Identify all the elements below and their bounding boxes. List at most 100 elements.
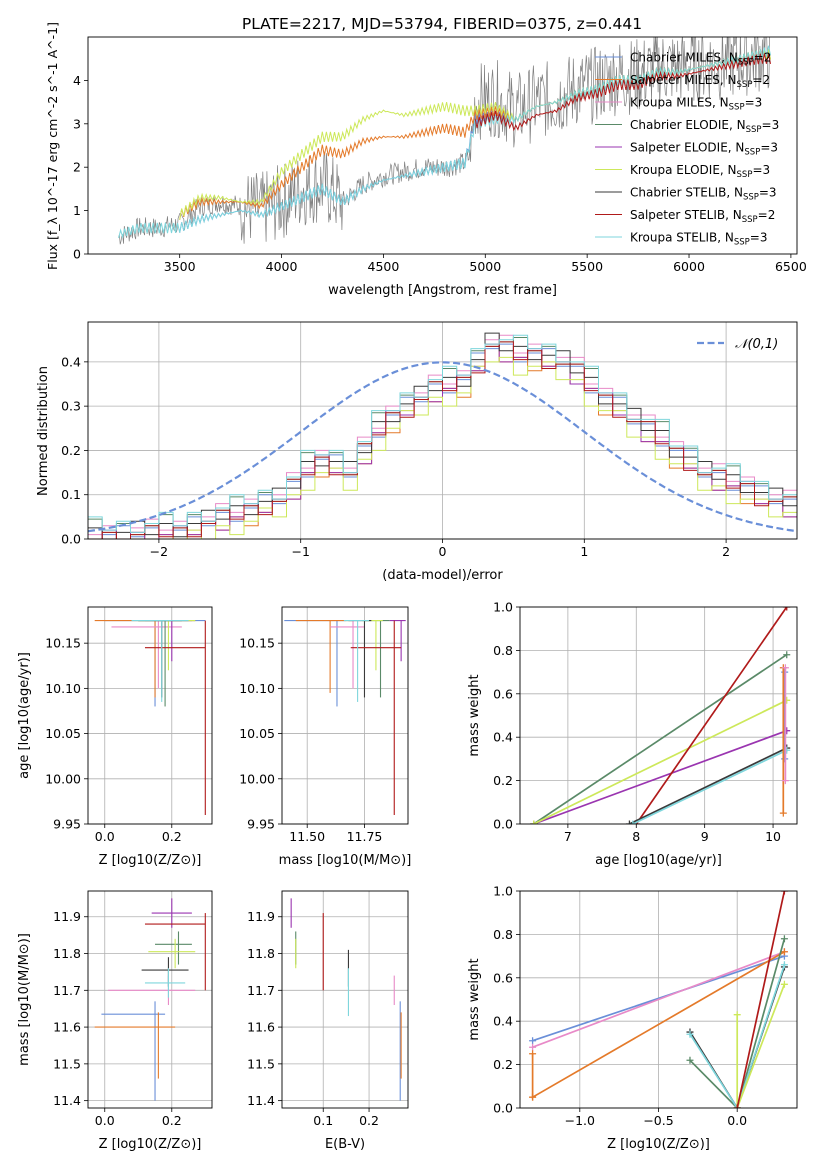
legend-label: Salpeter ELODIE, NSSP=3: [630, 141, 778, 158]
y-axis-label: Flux [f_λ 10^-17 erg cm^-2 s^-1 A^-1]: [45, 22, 60, 270]
x-tick-label: 4000: [266, 259, 298, 274]
x-axis-label: Z [log10(Z/Z⊙)]: [99, 1137, 202, 1152]
x-tick-label: 6000: [673, 259, 705, 274]
plot-area-weight_vs_Z: [529, 891, 788, 1108]
axes-frame: [281, 606, 409, 825]
weight-marker-kroupa-elodie: [780, 980, 788, 988]
y-tick-label: 0.4: [61, 354, 81, 369]
x-tick-label: 7: [564, 829, 572, 844]
legend-label: Chabrier MILES, NSSP=2: [630, 51, 771, 68]
y-tick-label: 0.3: [61, 399, 81, 414]
legend-label: Salpeter STELIB, NSSP=2: [630, 208, 775, 225]
plot-area-age_vs_Z: [94, 620, 206, 815]
plot-area-mass_vs_Z: [94, 898, 206, 1101]
y-tick-label: 0.2: [493, 1057, 513, 1072]
x-tick-label: −0.5: [643, 1113, 673, 1128]
y-tick-label: 0.8: [493, 643, 513, 658]
y-tick-label: 4: [73, 73, 81, 88]
x-tick-label: 2: [722, 544, 730, 559]
y-axis-label: mass [log10(M/M⊙)]: [17, 933, 32, 1066]
legend-label: Chabrier STELIB, NSSP=3: [630, 186, 777, 203]
plot-area-weight_vs_age: [530, 607, 791, 824]
y-tick-label: 10.10: [239, 681, 275, 696]
weight-marker-kroupa-miles: [781, 777, 789, 785]
panel-mass_vs_Z: 0.0 0.2 11.4 11.5 11.6 11.7 11.8 11.9 Z [log10(Z…: [17, 890, 213, 1152]
x-tick-label: 3500: [164, 259, 196, 274]
panel-weight_vs_age: 7 8 9 10 0.0 0.2 0.4 0.6 0.8 1.0 age [log10(age/yr…: [467, 600, 798, 868]
x-axis-label: age [log10(age/yr)]: [595, 853, 722, 868]
x-axis-label: mass [log10(M/M⊙)]: [279, 853, 412, 868]
panel-spectrum: 3500 4000 4500 5000 5500 6000 6500 0 1 2 3 4 wavelen…: [45, 22, 807, 298]
weight-marker-salpeter-stelib: [783, 607, 791, 611]
y-tick-label: 0.6: [493, 686, 513, 701]
weight-marker-salpeter-stelib: [780, 891, 788, 895]
x-tick-label: 0.2: [162, 1113, 182, 1128]
y-tick-label: 10.15: [45, 636, 81, 651]
y-tick-label: 9.95: [247, 817, 275, 832]
y-tick-label: 0.6: [493, 970, 513, 985]
panel-mass_vs_ebv: 0.1 0.2 11.4 11.5 11.6 11.7 11.8 11.9 E(B-V): [247, 890, 409, 1152]
weight-line-chabrier-elodie: [689, 938, 786, 1108]
y-tick-label: 9.95: [53, 817, 81, 832]
x-tick-label: 0.2: [162, 829, 182, 844]
weight-marker-salpeter-miles: [529, 1093, 537, 1101]
y-tick-label: 0.0: [493, 1101, 513, 1116]
weight-line-kroupa-miles: [532, 951, 785, 1048]
weight-marker-kroupa-elodie: [733, 1011, 741, 1019]
weight-line-chabrier-miles: [532, 955, 785, 1042]
x-tick-label: 0.2: [359, 1113, 379, 1128]
y-tick-label: 11.9: [53, 909, 81, 924]
legend-label: Kroupa ELODIE, NSSP=3: [630, 163, 770, 180]
y-axis-label: mass weight: [467, 674, 482, 756]
x-tick-label: −1: [291, 544, 309, 559]
weight-marker-chabrier-stelib: [625, 820, 633, 824]
x-tick-label: 9: [701, 829, 709, 844]
axes-frame: [519, 890, 798, 1109]
x-axis-label: Z [log10(Z/Z⊙)]: [607, 1137, 710, 1152]
hist-kroupa-stelib: [88, 334, 797, 533]
x-tick-label: 1: [580, 544, 588, 559]
y-tick-label: 11.9: [247, 909, 275, 924]
y-tick-label: 10.05: [239, 726, 275, 741]
y-tick-label: 0.4: [493, 1014, 513, 1029]
legend: Chabrier MILES, NSSP=2 Salpeter MILES, NS…: [595, 51, 779, 248]
y-tick-label: 0.1: [61, 487, 81, 502]
weight-line-kroupa-elodie: [736, 983, 786, 1108]
axes-frame: [87, 606, 213, 825]
x-tick-label: 5500: [571, 259, 603, 274]
y-tick-label: 2: [73, 160, 81, 175]
weight-marker-kroupa-stelib: [686, 1030, 694, 1038]
y-tick-label: 11.6: [247, 1020, 275, 1035]
y-tick-label: 11.7: [53, 983, 81, 998]
x-tick-label: 0.0: [727, 1113, 747, 1128]
plot-area-spectrum: [118, 37, 771, 245]
weight-line-chabrier-elodie: [533, 653, 788, 824]
y-tick-label: 11.4: [53, 1093, 81, 1108]
y-axis-label: Normed distribution: [36, 366, 51, 496]
panel-weight_vs_Z: −1.0 −0.5 0.0 0.0 0.2 0.4 0.6 0.8 1.0 Z [log10(Z/…: [467, 884, 798, 1152]
legend-label: Kroupa STELIB, NSSP=3: [630, 231, 768, 248]
x-tick-label: 0: [439, 544, 447, 559]
weight-line-kroupa-elodie: [533, 699, 788, 824]
weight-marker-salpeter-miles: [779, 809, 787, 817]
y-tick-label: 0.0: [493, 817, 513, 832]
weight-marker-salpeter-miles: [780, 948, 788, 956]
y-tick-label: 1: [73, 203, 81, 218]
panel-age_vs_Z: 0.0 0.2 9.95 10.00 10.05 10.10 10.15 Z [log10(Z…: [17, 606, 213, 868]
y-tick-label: 10.00: [45, 771, 81, 786]
axes-frame: [87, 890, 213, 1109]
x-tick-label: −1.0: [565, 1113, 595, 1128]
weight-marker-chabrier-elodie: [780, 935, 788, 943]
axes-frame: [519, 606, 798, 825]
hist-salpeter-stelib: [88, 341, 797, 539]
x-tick-label: 11.75: [347, 829, 383, 844]
x-tick-label: 0.0: [95, 829, 115, 844]
weight-marker-kroupa-elodie: [530, 820, 538, 824]
weight-marker-kroupa-miles: [781, 664, 789, 672]
panel-residuals: −2 −1 0 1 2 0.0 0.1 0.2 0.3 0.4 (data-model)/error…: [36, 321, 798, 583]
x-tick-label: 0.1: [313, 1113, 333, 1128]
y-tick-label: 10.00: [239, 771, 275, 786]
y-tick-label: 11.8: [53, 946, 81, 961]
y-tick-label: 1.0: [493, 884, 513, 899]
legend-label: 𝒩(0,1): [735, 337, 778, 352]
